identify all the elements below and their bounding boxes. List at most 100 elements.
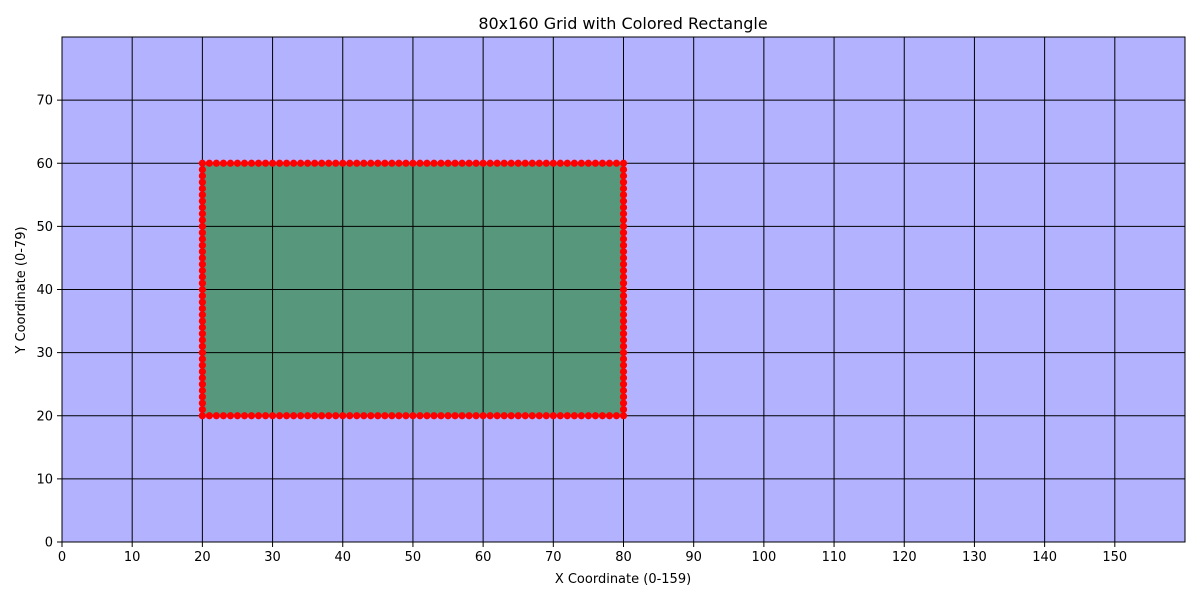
y-tick-label: 60 (36, 157, 53, 172)
boundary-point (205, 159, 213, 167)
boundary-point (619, 323, 628, 331)
boundary-point (507, 412, 515, 420)
boundary-point (612, 159, 621, 167)
x-tick-label: 90 (685, 550, 702, 565)
boundary-point (198, 248, 206, 256)
boundary-point (290, 412, 298, 420)
boundary-point (619, 191, 628, 199)
boundary-point (521, 412, 529, 420)
boundary-point (198, 367, 206, 376)
boundary-point (507, 159, 515, 167)
boundary-point (619, 248, 628, 256)
boundary-point (261, 159, 270, 167)
boundary-point (619, 405, 628, 414)
axis-ticks: 0 10 20 30 40 50 60 70 80 90 100 110 120 130 140 150 0 10… (36, 94, 1127, 565)
boundary-point (563, 159, 571, 167)
boundary-point (416, 159, 424, 167)
boundary-point (619, 197, 628, 205)
boundary-point (619, 260, 628, 268)
boundary-point (514, 412, 522, 420)
boundary-point (198, 393, 206, 401)
boundary-point (198, 386, 206, 395)
boundary-point (619, 292, 628, 300)
boundary-point (619, 285, 628, 294)
x-tick-label: 0 (58, 550, 66, 565)
boundary-point (268, 159, 277, 167)
x-tick-label: 140 (1032, 550, 1057, 565)
boundary-point (283, 412, 291, 420)
boundary-point (297, 159, 305, 167)
x-tick-label: 30 (264, 550, 281, 565)
boundary-point (619, 216, 628, 224)
boundary-point (619, 330, 628, 338)
boundary-point (318, 412, 326, 420)
boundary-point (198, 260, 206, 268)
boundary-point (619, 178, 628, 186)
boundary-point (297, 412, 305, 420)
boundary-point (549, 412, 557, 420)
x-axis-label: X Coordinate (0-159) (555, 572, 691, 587)
boundary-point (563, 412, 571, 420)
boundary-point (198, 235, 206, 243)
boundary-point (198, 254, 206, 262)
boundary-point (254, 412, 263, 420)
boundary-point (198, 361, 206, 369)
boundary-point (570, 159, 578, 167)
boundary-point (444, 159, 452, 167)
boundary-point (198, 222, 206, 230)
boundary-point (198, 412, 206, 420)
boundary-point (619, 210, 628, 218)
boundary-point (591, 159, 600, 167)
boundary-point (318, 159, 326, 167)
boundary-point (311, 159, 319, 167)
boundary-point (198, 380, 206, 388)
boundary-point (219, 159, 228, 167)
boundary-point (198, 292, 206, 300)
boundary-point (283, 159, 291, 167)
boundary-point (381, 412, 389, 420)
boundary-point (233, 412, 242, 420)
boundary-point (451, 159, 459, 167)
boundary-point (619, 266, 628, 275)
boundary-point (388, 159, 396, 167)
boundary-point (198, 317, 206, 325)
boundary-point (198, 323, 206, 331)
boundary-point (584, 412, 593, 420)
boundary-point (198, 266, 206, 275)
boundary-point (360, 412, 368, 420)
boundary-point (332, 412, 340, 420)
boundary-point (619, 241, 628, 249)
boundary-point (472, 159, 480, 167)
boundary-point (198, 311, 206, 319)
boundary-point (198, 399, 206, 407)
boundary-point (535, 412, 543, 420)
boundary-point (395, 159, 403, 167)
boundary-point (472, 412, 480, 420)
boundary-point (619, 311, 628, 319)
boundary-point (198, 229, 206, 237)
boundary-point (619, 172, 628, 180)
boundary-point (605, 159, 614, 167)
x-tick-label: 10 (124, 550, 141, 565)
boundary-point (528, 412, 536, 420)
x-tick-label: 20 (194, 550, 211, 565)
boundary-point (619, 298, 628, 306)
boundary-point (402, 412, 410, 420)
boundary-point (577, 412, 585, 420)
boundary-point (198, 159, 206, 167)
boundary-point (254, 159, 263, 167)
x-tick-label: 50 (405, 550, 422, 565)
boundary-point (437, 412, 445, 420)
y-tick-label: 20 (36, 409, 53, 424)
boundary-point (619, 367, 628, 376)
boundary-point (198, 374, 206, 382)
boundary-point (437, 159, 445, 167)
x-tick-label: 80 (615, 550, 632, 565)
boundary-point (619, 380, 628, 388)
boundary-point (619, 165, 628, 174)
boundary-point (570, 412, 578, 420)
boundary-point (198, 210, 206, 218)
x-tick-label: 120 (892, 550, 917, 565)
